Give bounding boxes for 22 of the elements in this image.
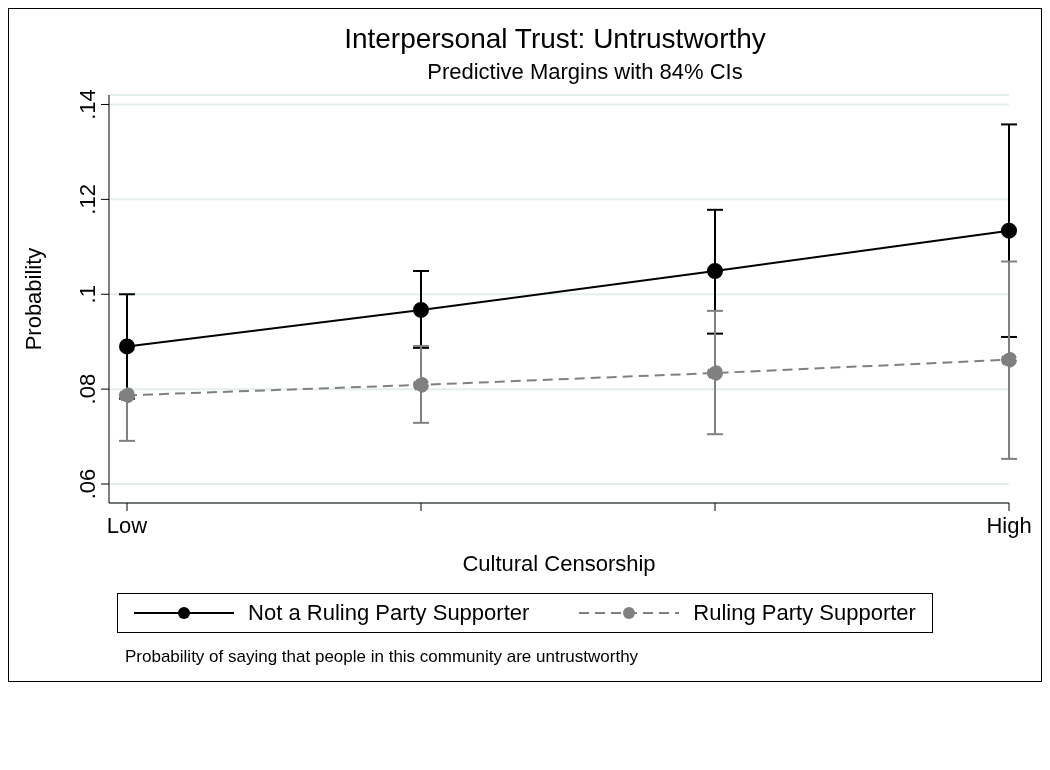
legend-label: Not a Ruling Party Supporter (248, 600, 530, 626)
point (707, 365, 723, 382)
point (119, 387, 135, 404)
y-tick-label: .12 (75, 184, 100, 215)
point (119, 338, 135, 355)
chart-subtitle: Predictive Margins with 84% CIs (426, 59, 744, 85)
y-axis-title: Probability (20, 247, 46, 351)
point (1001, 222, 1017, 239)
y-tick-label: .1 (75, 285, 100, 304)
point (707, 263, 723, 280)
point (413, 301, 429, 318)
legend-label: Ruling Party Supporter (693, 600, 916, 626)
y-tick-label: .06 (75, 468, 100, 500)
x-axis-title: Cultural Censorship (462, 551, 656, 576)
x-tick-label: Low (106, 513, 148, 538)
chart-title: Interpersonal Trust: Untrustworthy (343, 23, 767, 55)
y-tick-label: .14 (75, 89, 100, 120)
x-tick-label: High (986, 513, 1032, 538)
text: Probability of saying that people in this community are untrustworthy (125, 647, 640, 667)
y-tick-label: .08 (75, 373, 100, 405)
point (413, 376, 429, 393)
point (1001, 351, 1017, 368)
